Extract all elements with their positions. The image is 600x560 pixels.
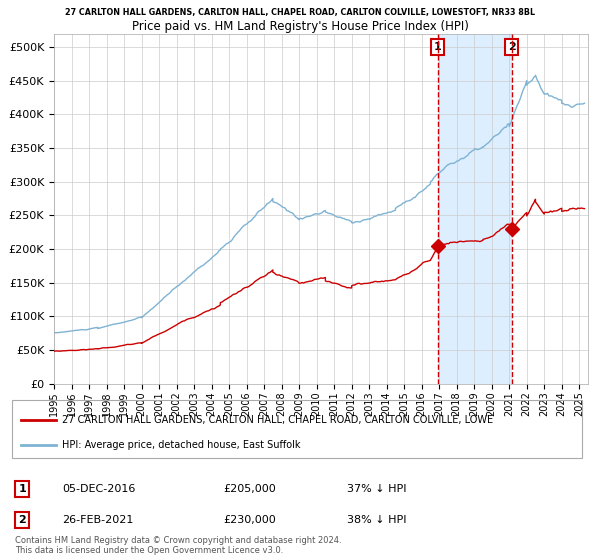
Text: 2: 2 (508, 42, 516, 52)
Text: 27 CARLTON HALL GARDENS, CARLTON HALL, CHAPEL ROAD, CARLTON COLVILLE, LOWE: 27 CARLTON HALL GARDENS, CARLTON HALL, C… (62, 416, 493, 426)
Text: 26-FEB-2021: 26-FEB-2021 (62, 515, 133, 525)
Text: 1: 1 (19, 484, 26, 494)
Text: 2: 2 (19, 515, 26, 525)
Text: HPI: Average price, detached house, East Suffolk: HPI: Average price, detached house, East… (62, 440, 301, 450)
Text: 05-DEC-2016: 05-DEC-2016 (62, 484, 135, 494)
Text: £205,000: £205,000 (224, 484, 277, 494)
Text: 37% ↓ HPI: 37% ↓ HPI (347, 484, 407, 494)
Text: Price paid vs. HM Land Registry's House Price Index (HPI): Price paid vs. HM Land Registry's House … (131, 20, 469, 32)
Text: Contains HM Land Registry data © Crown copyright and database right 2024.
This d: Contains HM Land Registry data © Crown c… (15, 536, 341, 555)
Text: 1: 1 (434, 42, 442, 52)
Text: 27 CARLTON HALL GARDENS, CARLTON HALL, CHAPEL ROAD, CARLTON COLVILLE, LOWESTOFT,: 27 CARLTON HALL GARDENS, CARLTON HALL, C… (65, 8, 535, 17)
Bar (438, 34, 512, 384)
Text: 38% ↓ HPI: 38% ↓ HPI (347, 515, 407, 525)
Text: £230,000: £230,000 (224, 515, 277, 525)
